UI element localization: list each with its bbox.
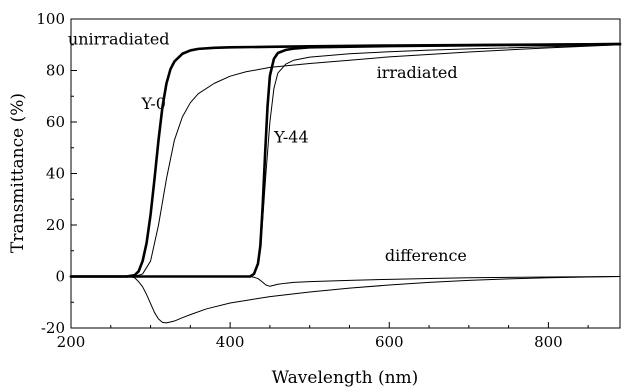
plot-frame [70, 18, 621, 329]
series-y0-unirradiated [69, 42, 622, 278]
series-y44-difference [70, 276, 621, 287]
x-tick-label: 800 [534, 333, 563, 351]
axis-ticks: 200 400 600 800 -20 0 20 40 60 80 100 [36, 10, 589, 351]
series-y0-irradiated [70, 44, 621, 277]
y-tick-label: -20 [41, 319, 65, 337]
x-tick-label: 600 [375, 333, 404, 351]
x-tick-label: 200 [57, 333, 86, 351]
annotation-unirradiated: unirradiated [68, 30, 170, 49]
series-group [69, 42, 622, 324]
x-axis-title: Wavelength (nm) [272, 368, 419, 387]
annotation-y-44: Y-44 [273, 127, 309, 146]
series-y44-irradiated [70, 44, 621, 277]
series-y0-difference [70, 276, 621, 324]
y-tick-label: 100 [36, 10, 65, 28]
y-tick-label: 40 [46, 165, 65, 183]
y-tick-label: 60 [46, 113, 65, 131]
series-y44-unirradiated [69, 42, 622, 278]
y-axis-title: Transmittance (%) [8, 93, 28, 253]
annotation-irradiated: irradiated [377, 63, 458, 82]
y-tick-label: 20 [46, 216, 65, 234]
x-tick-label: 400 [216, 333, 245, 351]
y-tick-label: 80 [46, 62, 65, 80]
y-tick-label: 0 [55, 268, 65, 286]
annotation-difference: difference [385, 246, 467, 265]
annotation-group: unirradiated irradiated Y-0 Y-44 difference [68, 30, 467, 265]
annotation-y-0: Y-0 [141, 94, 166, 113]
